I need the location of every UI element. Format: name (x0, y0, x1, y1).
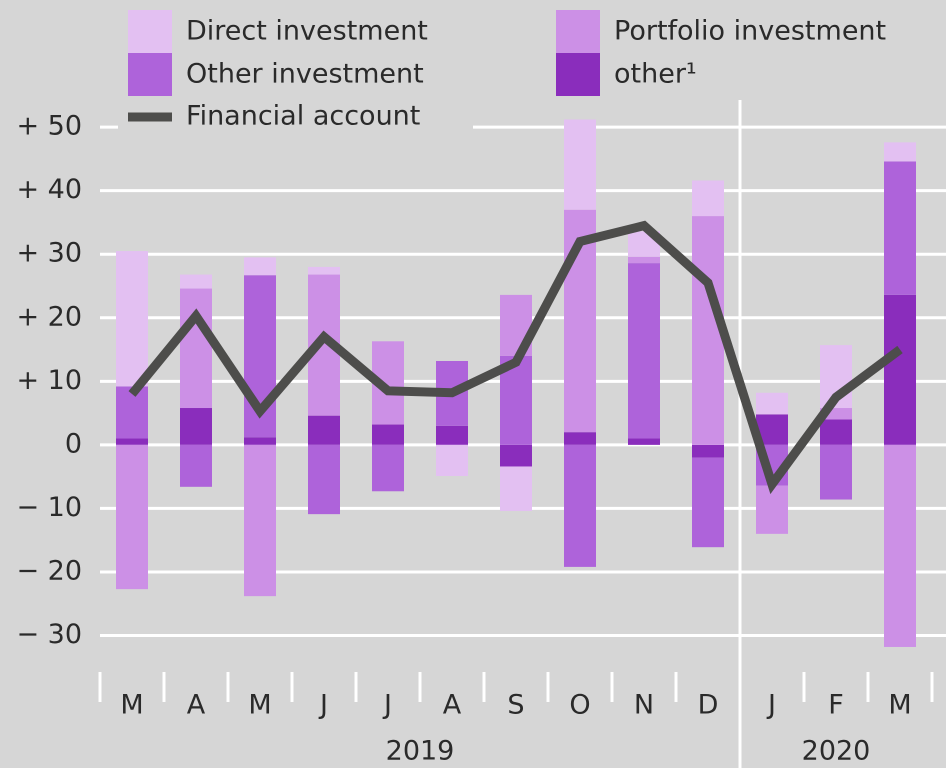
bar-segment (116, 444, 148, 590)
bar-segment (564, 432, 596, 445)
bar-segment (372, 444, 404, 492)
bar-segment (180, 408, 212, 445)
x-tick-label: J (318, 690, 328, 721)
bar-segment (628, 438, 660, 445)
bar-segment (820, 444, 852, 500)
y-tick-label: + 30 (16, 238, 82, 269)
bar-segment (116, 438, 148, 445)
bar-segment (500, 444, 532, 467)
bar-segment (116, 386, 148, 439)
bar-segment (884, 444, 916, 647)
bar-segment (884, 294, 916, 445)
x-tick-label: F (828, 690, 844, 721)
bar-segment (180, 444, 212, 487)
x-tick-label: M (120, 690, 143, 721)
x-tick-label: J (382, 690, 392, 721)
y-tick-label: − 30 (16, 619, 82, 650)
x-tick-label: O (569, 690, 590, 721)
bar-segment (884, 142, 916, 162)
x-tick-label: M (888, 690, 911, 721)
x-tick-label: A (443, 690, 462, 721)
bar-segment (244, 257, 276, 276)
bar-segment (436, 425, 468, 445)
x-tick-label: J (766, 690, 776, 721)
bar-segment (244, 444, 276, 597)
x-tick-label: S (507, 690, 524, 721)
legend-label: Direct investment (186, 16, 428, 47)
bar-segment (820, 408, 852, 420)
line (128, 220, 903, 495)
bar-segment (180, 288, 212, 409)
bar-segment (500, 466, 532, 511)
bar-segment (884, 161, 916, 295)
legend-label: Other investment (186, 59, 424, 90)
bar-segment (308, 415, 340, 445)
year-label: 2019 (386, 736, 455, 767)
x-tick-label: D (698, 690, 719, 721)
bar-segment (436, 444, 468, 477)
bar-segment (116, 251, 148, 387)
legend-label: Portfolio investment (614, 16, 886, 47)
bar-segment (308, 444, 340, 515)
legend-label: Financial account (186, 101, 420, 132)
y-tick-label: + 40 (16, 174, 82, 205)
bar-segment (372, 424, 404, 445)
legend-swatch (556, 10, 600, 53)
x-tick-label: A (187, 690, 206, 721)
bar-segment (244, 437, 276, 445)
legend-background (118, 0, 473, 135)
bar-segment (628, 263, 660, 439)
y-tick-label: + 10 (16, 365, 82, 396)
year-label: 2020 (802, 736, 871, 767)
legend-swatch (556, 53, 600, 96)
bar-segment (756, 485, 788, 534)
legend-background (548, 0, 946, 100)
bar-segment (564, 119, 596, 210)
x-tick-label: M (248, 690, 271, 721)
bar-segment (692, 180, 724, 217)
legend-swatch (128, 10, 172, 53)
x-tick-label: N (634, 690, 654, 721)
y-tick-label: 0 (65, 428, 82, 459)
bar-segment (692, 444, 724, 458)
bar-segment (756, 392, 788, 415)
y-tick-label: − 20 (16, 555, 82, 586)
legend-swatch (128, 53, 172, 96)
y-tick-label: − 10 (16, 492, 82, 523)
y-tick-label: + 20 (16, 301, 82, 332)
bar-segment (692, 457, 724, 548)
legend-label: other¹ (614, 59, 697, 90)
bar-segment (308, 266, 340, 275)
bar-segment (820, 419, 852, 445)
bar-segment (180, 274, 212, 289)
y-tick-label: + 50 (16, 111, 82, 142)
bar-segment (628, 256, 660, 264)
bar-segment (564, 444, 596, 567)
